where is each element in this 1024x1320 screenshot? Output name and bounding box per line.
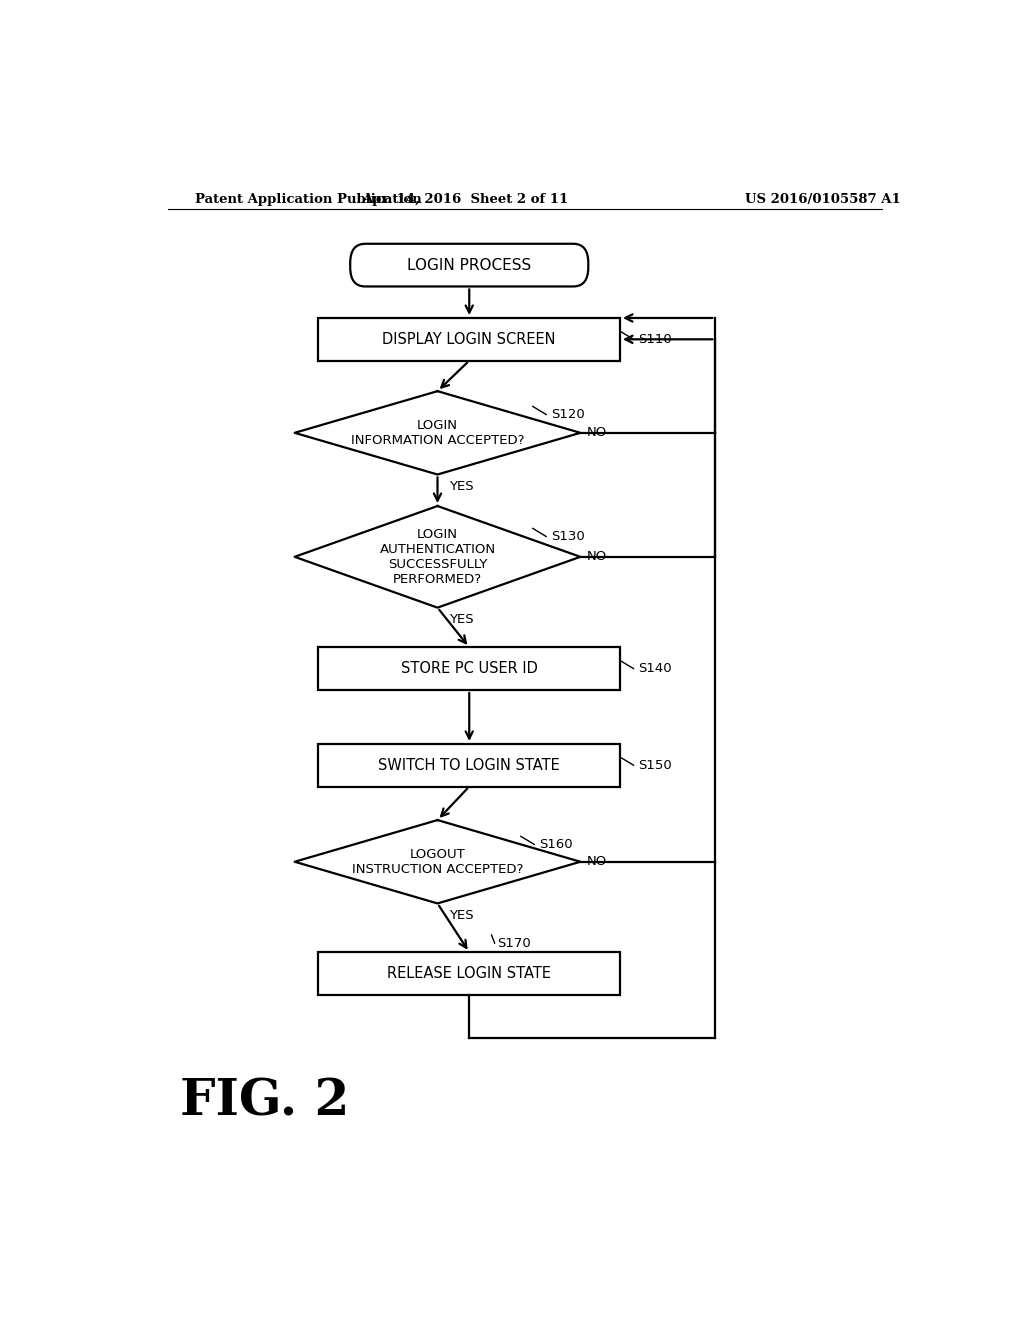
Bar bbox=[318, 744, 621, 787]
Text: NO: NO bbox=[587, 855, 607, 869]
Text: SWITCH TO LOGIN STATE: SWITCH TO LOGIN STATE bbox=[379, 758, 560, 772]
FancyBboxPatch shape bbox=[350, 244, 588, 286]
Text: S120: S120 bbox=[551, 408, 585, 421]
Text: DISPLAY LOGIN SCREEN: DISPLAY LOGIN SCREEN bbox=[383, 331, 556, 347]
Text: NO: NO bbox=[587, 426, 607, 440]
Text: S150: S150 bbox=[638, 759, 672, 772]
Text: S130: S130 bbox=[551, 531, 585, 543]
Text: S110: S110 bbox=[638, 333, 672, 346]
Text: S160: S160 bbox=[539, 838, 572, 851]
Polygon shape bbox=[295, 820, 581, 903]
Text: LOGOUT
INSTRUCTION ACCEPTED?: LOGOUT INSTRUCTION ACCEPTED? bbox=[352, 847, 523, 875]
Polygon shape bbox=[295, 391, 581, 474]
Text: NO: NO bbox=[587, 550, 607, 564]
Text: US 2016/0105587 A1: US 2016/0105587 A1 bbox=[744, 193, 900, 206]
Text: LOGIN PROCESS: LOGIN PROCESS bbox=[408, 257, 531, 273]
Polygon shape bbox=[295, 506, 581, 607]
Text: LOGIN
AUTHENTICATION
SUCCESSFULLY
PERFORMED?: LOGIN AUTHENTICATION SUCCESSFULLY PERFOR… bbox=[380, 528, 496, 586]
Bar bbox=[318, 318, 621, 360]
Bar bbox=[318, 647, 621, 690]
Text: RELEASE LOGIN STATE: RELEASE LOGIN STATE bbox=[387, 966, 551, 981]
Bar bbox=[318, 952, 621, 995]
Text: STORE PC USER ID: STORE PC USER ID bbox=[400, 661, 538, 676]
Text: YES: YES bbox=[450, 909, 474, 923]
Text: LOGIN
INFORMATION ACCEPTED?: LOGIN INFORMATION ACCEPTED? bbox=[351, 418, 524, 447]
Text: FIG. 2: FIG. 2 bbox=[179, 1077, 349, 1126]
Text: Patent Application Publication: Patent Application Publication bbox=[196, 193, 422, 206]
Text: S140: S140 bbox=[638, 663, 672, 675]
Text: YES: YES bbox=[450, 614, 474, 627]
Text: S170: S170 bbox=[497, 937, 530, 949]
Text: YES: YES bbox=[450, 480, 474, 494]
Text: Apr. 14, 2016  Sheet 2 of 11: Apr. 14, 2016 Sheet 2 of 11 bbox=[362, 193, 568, 206]
